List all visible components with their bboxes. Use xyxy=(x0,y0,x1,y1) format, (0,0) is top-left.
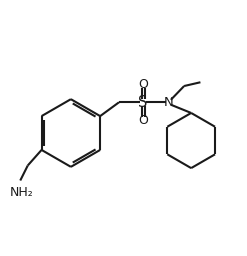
Text: S: S xyxy=(138,95,147,110)
Text: O: O xyxy=(138,78,148,91)
Text: N: N xyxy=(164,96,174,109)
Text: NH₂: NH₂ xyxy=(10,186,33,199)
Text: O: O xyxy=(138,114,148,127)
